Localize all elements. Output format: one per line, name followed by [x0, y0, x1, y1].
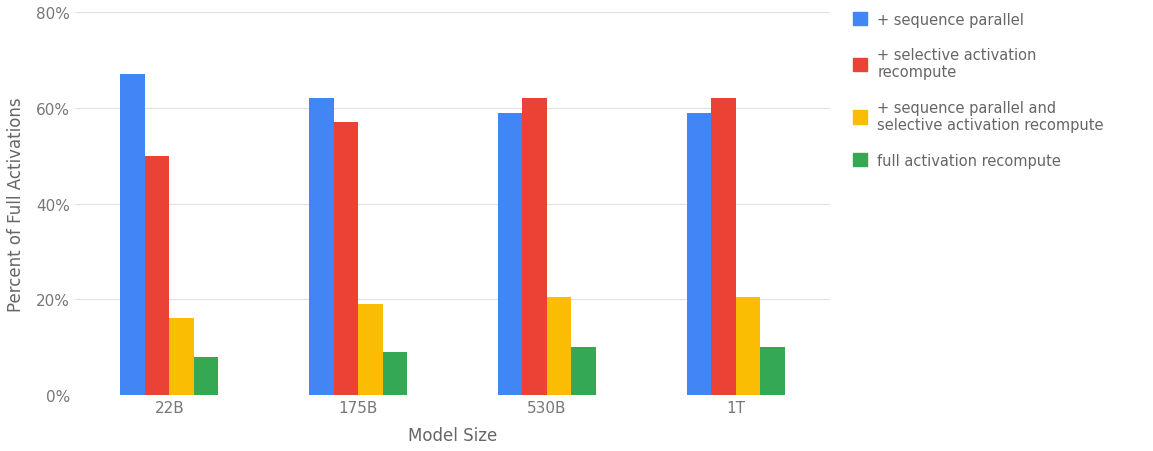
Bar	[309, 99, 333, 395]
Bar	[120, 75, 145, 395]
Bar	[169, 319, 194, 395]
Bar	[498, 113, 522, 395]
Bar	[760, 347, 785, 395]
Bar	[194, 357, 218, 395]
Bar	[383, 352, 407, 395]
Bar	[333, 123, 359, 395]
Bar	[572, 347, 596, 395]
Bar	[359, 304, 383, 395]
Y-axis label: Percent of Full Activations: Percent of Full Activations	[7, 97, 25, 311]
Bar	[687, 113, 711, 395]
Bar	[145, 156, 169, 395]
Bar	[522, 99, 547, 395]
Bar	[736, 297, 760, 395]
Bar	[711, 99, 736, 395]
Bar	[547, 297, 572, 395]
X-axis label: Model Size: Model Size	[408, 426, 497, 444]
Legend: + sequence parallel, + selective activation
recompute, + sequence parallel and
s: + sequence parallel, + selective activat…	[852, 13, 1103, 168]
